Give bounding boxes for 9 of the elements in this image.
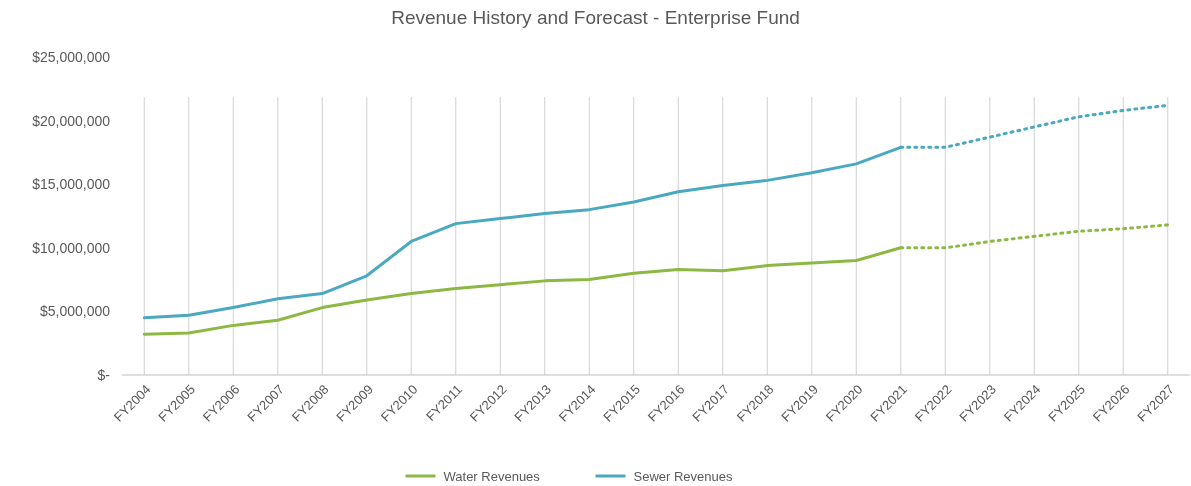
y-tick-label: $10,000,000 (32, 239, 111, 256)
legend-label: Sewer Revenues (633, 468, 733, 484)
y-tick-label: $25,000,000 (32, 48, 111, 65)
y-tick-label: $- (97, 366, 111, 383)
chart-title: Revenue History and Forecast - Enterprise Fund (391, 7, 800, 28)
y-tick-label: $15,000,000 (32, 176, 111, 193)
legend-label: Water Revenues (443, 468, 541, 484)
y-tick-label: $20,000,000 (32, 112, 111, 129)
y-tick-label: $5,000,000 (39, 303, 111, 320)
